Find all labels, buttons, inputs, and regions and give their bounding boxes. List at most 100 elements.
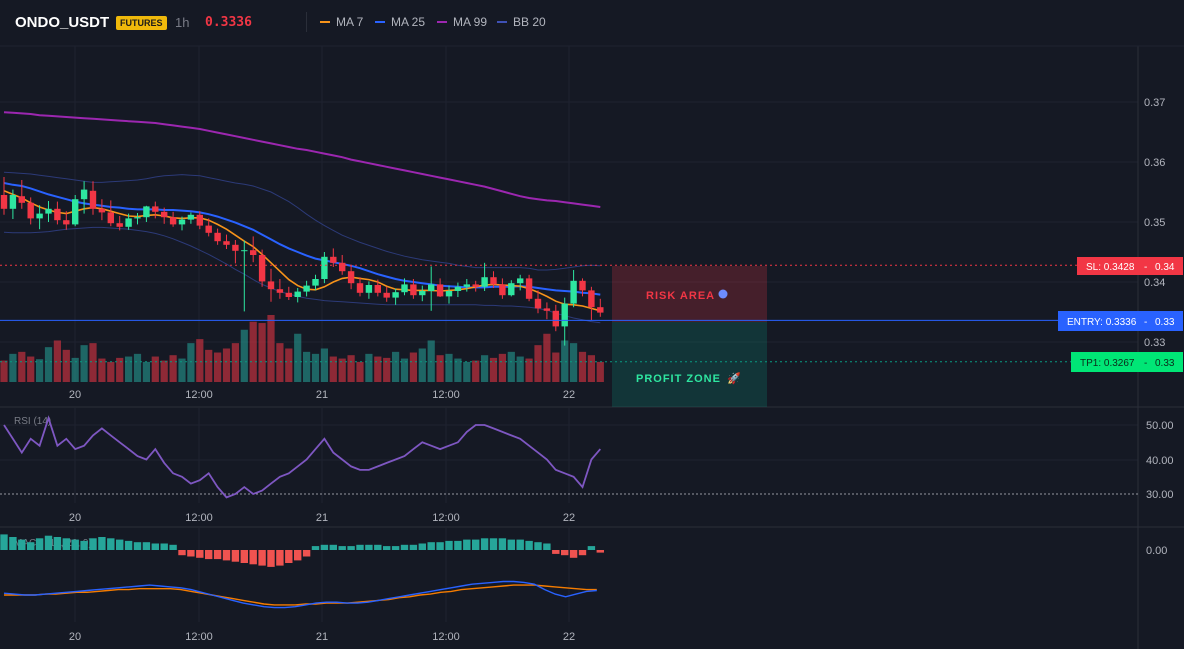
candle-body: [152, 206, 159, 212]
symbol-title[interactable]: ONDO_USDT: [15, 14, 110, 31]
candle-body: [543, 308, 551, 311]
trade-levels: [0, 264, 1077, 363]
candle-body: [36, 213, 43, 219]
volume-bar: [9, 353, 17, 382]
rsi-tick-label: 40.00: [1146, 455, 1174, 467]
rsi-line: [3, 415, 601, 499]
volume-bar: [578, 351, 587, 382]
macd-histogram-bar: [240, 550, 248, 563]
legend-bb20[interactable]: BB 20: [497, 15, 546, 29]
volume-bar: [222, 348, 231, 382]
candle-body: [454, 286, 462, 291]
time-tick-label: 22: [563, 512, 575, 524]
macd-histogram-bar: [196, 550, 204, 558]
macd-signal-line: [4, 584, 597, 606]
volume-bar: [552, 352, 560, 382]
price-tick-label: 0.35: [1144, 217, 1165, 229]
macd-histogram-bar: [98, 537, 106, 550]
volume-bar: [400, 358, 409, 382]
sl-price-tag[interactable]: [1077, 257, 1183, 275]
volume-bars: [0, 315, 604, 382]
macd-histogram-bar: [294, 550, 302, 561]
price-tags: SL: 0.3428 - 0.34 ENTRY: 0.3336 - 0.33 T…: [1058, 257, 1183, 372]
candle-body: [525, 278, 533, 299]
candle-body: [392, 292, 399, 298]
candle-body: [436, 284, 444, 297]
volume-bar: [374, 356, 382, 382]
sl-price-separator: -: [1144, 262, 1147, 273]
macd-histogram-bar: [516, 539, 524, 550]
time-tick-label: 22: [563, 389, 575, 401]
volume-bar: [89, 343, 97, 382]
sl-axis-price: 0.34: [1155, 262, 1175, 273]
legend-ma7-label: MA 7: [336, 15, 364, 29]
macd-histogram-bar: [71, 539, 79, 550]
candle-body: [169, 217, 177, 225]
candle-body: [72, 199, 79, 225]
volume-bar: [347, 355, 355, 382]
volume-bar: [80, 345, 88, 382]
timeframe-selector[interactable]: 1h: [175, 15, 190, 30]
macd-histogram-bar: [552, 550, 560, 554]
tp1-price-tag[interactable]: [1071, 352, 1183, 372]
candle-body: [232, 244, 239, 251]
candle-body: [588, 290, 595, 308]
volume-bar: [329, 356, 337, 382]
volume-bar: [303, 351, 311, 382]
time-tick-label: 20: [69, 389, 81, 401]
candle-body: [347, 271, 355, 284]
candle-body: [125, 218, 132, 227]
volume-bar: [365, 353, 373, 382]
macd-histogram-bar: [133, 542, 142, 550]
legend-ma99-label: MA 99: [453, 15, 488, 29]
volume-bar: [409, 352, 417, 382]
volume-bar: [311, 353, 320, 382]
macd-histogram-bar: [365, 544, 373, 550]
macd-histogram-bar: [205, 550, 213, 560]
macd-histogram-bar: [89, 538, 97, 550]
macd-histogram-bar: [124, 540, 133, 550]
trade-zones: RISK AREA PROFIT ZONE 🚀: [612, 266, 767, 407]
volume-bar: [472, 360, 480, 382]
macd-histogram-bar: [9, 537, 17, 550]
legend-ma25[interactable]: MA 25: [375, 15, 425, 29]
entry-price-tag[interactable]: [1058, 311, 1183, 331]
candle-body: [63, 220, 70, 225]
candle-body: [214, 232, 221, 242]
candle-body: [481, 277, 488, 287]
candle-body: [401, 284, 408, 293]
candle-body: [18, 196, 25, 203]
candle-body: [205, 225, 212, 233]
legend-ma99[interactable]: MA 99: [437, 15, 487, 29]
volume-bar: [489, 357, 498, 382]
macd-histogram-bar: [258, 550, 266, 566]
risk-area-box[interactable]: [612, 266, 767, 322]
volume-bar: [338, 358, 346, 382]
candle-body: [134, 217, 141, 219]
candle-body: [303, 285, 310, 292]
bb-lower-line: [3, 226, 601, 324]
time-tick-label: 20: [69, 512, 81, 524]
volume-bar: [481, 355, 489, 382]
candle-body: [98, 208, 106, 213]
candle-body: [80, 189, 88, 200]
volume-bar: [107, 361, 115, 382]
profit-zone-box[interactable]: [612, 322, 767, 407]
macd-histogram-bar: [107, 538, 115, 550]
candle-body: [161, 211, 168, 218]
macd-histogram-bar: [187, 550, 195, 557]
volume-bar: [543, 333, 551, 382]
macd-histogram-bar: [338, 546, 346, 550]
volume-bar: [142, 361, 150, 382]
rsi-pane: RSI (14): [0, 415, 1138, 499]
entry-price-separator: -: [1144, 317, 1147, 328]
entry-axis-price: 0.33: [1155, 317, 1175, 328]
macd-histogram-bar: [525, 540, 533, 550]
macd-histogram-bar: [543, 543, 551, 550]
legend-ma7[interactable]: MA 7: [320, 15, 363, 29]
macd-histogram-bar: [489, 538, 498, 550]
volume-bar: [418, 348, 426, 382]
candle-body: [187, 214, 195, 220]
time-tick-label: 12:00: [432, 631, 460, 643]
